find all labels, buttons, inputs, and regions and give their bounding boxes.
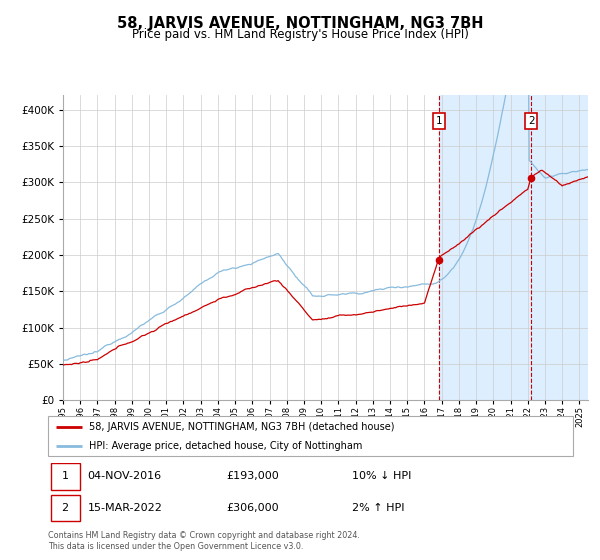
Text: 2: 2 [62, 503, 68, 513]
Text: £193,000: £193,000 [227, 472, 279, 482]
Text: 2% ↑ HPI: 2% ↑ HPI [353, 503, 405, 513]
Text: This data is licensed under the Open Government Licence v3.0.: This data is licensed under the Open Gov… [48, 542, 304, 550]
Text: 04-NOV-2016: 04-NOV-2016 [88, 472, 161, 482]
Text: 1: 1 [436, 115, 442, 125]
Bar [50, 494, 79, 521]
Bar [439, 95, 588, 400]
Bar [50, 463, 79, 490]
Text: 2: 2 [528, 115, 535, 125]
Text: 58, JARVIS AVENUE, NOTTINGHAM, NG3 7BH (detached house): 58, JARVIS AVENUE, NOTTINGHAM, NG3 7BH (… [89, 422, 394, 432]
Text: Price paid vs. HM Land Registry's House Price Index (HPI): Price paid vs. HM Land Registry's House … [131, 28, 469, 41]
Text: 58, JARVIS AVENUE, NOTTINGHAM, NG3 7BH: 58, JARVIS AVENUE, NOTTINGHAM, NG3 7BH [117, 16, 483, 31]
Text: 10% ↓ HPI: 10% ↓ HPI [353, 472, 412, 482]
Text: 15-MAR-2022: 15-MAR-2022 [88, 503, 162, 513]
Text: £306,000: £306,000 [227, 503, 279, 513]
Text: HPI: Average price, detached house, City of Nottingham: HPI: Average price, detached house, City… [89, 441, 362, 451]
Text: 1: 1 [62, 472, 68, 482]
Text: Contains HM Land Registry data © Crown copyright and database right 2024.: Contains HM Land Registry data © Crown c… [48, 531, 360, 540]
